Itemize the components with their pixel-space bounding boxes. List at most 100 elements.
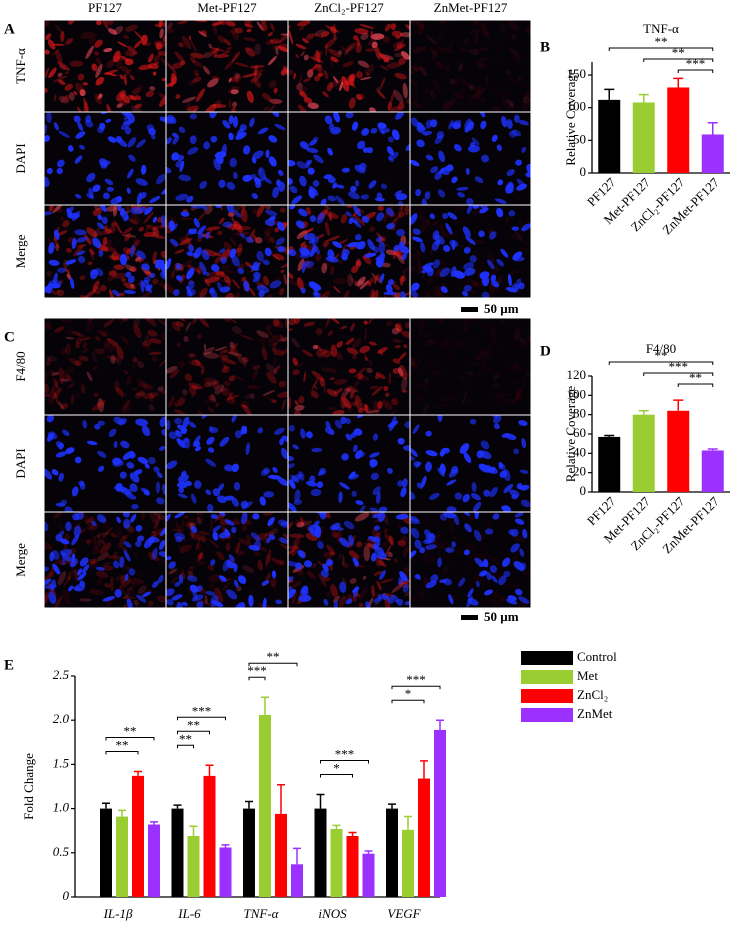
red-signal bbox=[182, 96, 197, 103]
nucleus bbox=[123, 518, 131, 529]
bar bbox=[132, 775, 144, 897]
red-signal bbox=[322, 551, 335, 558]
nucleus bbox=[369, 507, 379, 512]
red-signal bbox=[384, 533, 393, 544]
nucleus bbox=[496, 258, 505, 267]
bar bbox=[667, 410, 690, 492]
nucleus bbox=[380, 183, 388, 190]
red-signal bbox=[388, 372, 392, 385]
red-signal bbox=[157, 556, 166, 565]
red-signal bbox=[380, 65, 389, 71]
red-signal bbox=[231, 374, 245, 382]
red-signal bbox=[277, 391, 288, 398]
nucleus bbox=[201, 205, 208, 211]
red-signal bbox=[272, 341, 279, 347]
nucleus bbox=[201, 415, 208, 419]
micrograph-background bbox=[410, 318, 531, 415]
red-signal bbox=[63, 575, 70, 587]
nucleus bbox=[114, 485, 127, 492]
nucleus bbox=[462, 512, 470, 517]
red-signal bbox=[480, 98, 487, 104]
nucleus bbox=[112, 457, 122, 465]
red-signal bbox=[73, 245, 84, 257]
nucleus bbox=[425, 580, 437, 589]
nucleus bbox=[341, 453, 349, 461]
red-signal bbox=[81, 336, 92, 341]
nucleus bbox=[479, 272, 488, 280]
column-header: PF127 bbox=[88, 0, 122, 15]
nucleus bbox=[219, 436, 230, 447]
nucleus bbox=[77, 121, 84, 131]
red-signal bbox=[178, 42, 184, 48]
red-signal bbox=[133, 324, 142, 339]
error-bar bbox=[348, 831, 357, 837]
red-signal bbox=[433, 539, 440, 545]
nucleus bbox=[188, 421, 197, 428]
red-signal bbox=[337, 260, 344, 264]
red-signal bbox=[76, 243, 87, 248]
red-signal bbox=[163, 283, 166, 291]
red-signal bbox=[118, 535, 126, 549]
red-signal bbox=[260, 20, 267, 25]
red-signal bbox=[83, 102, 89, 112]
red-signal bbox=[474, 354, 480, 361]
nucleus bbox=[59, 538, 70, 545]
red-signal bbox=[265, 572, 271, 583]
red-signal bbox=[265, 326, 275, 338]
red-signal bbox=[121, 577, 131, 588]
nucleus bbox=[269, 280, 282, 289]
error-bar bbox=[316, 793, 325, 809]
red-signal bbox=[264, 230, 272, 244]
red-signal bbox=[181, 35, 192, 50]
nucleus bbox=[499, 470, 508, 478]
y-tick-label: 0.5 bbox=[53, 844, 70, 859]
nucleus bbox=[130, 244, 135, 258]
bar bbox=[275, 813, 287, 897]
red-signal bbox=[82, 347, 89, 354]
nucleus bbox=[219, 286, 231, 293]
red-signal bbox=[339, 81, 344, 92]
red-signal bbox=[216, 551, 225, 561]
nucleus bbox=[422, 130, 433, 136]
bar bbox=[701, 450, 724, 492]
nucleus bbox=[351, 490, 357, 497]
red-signal bbox=[356, 541, 363, 548]
nucleus bbox=[463, 246, 471, 254]
red-signal bbox=[53, 377, 60, 391]
significance-label: ** bbox=[187, 717, 200, 732]
nucleus bbox=[452, 270, 466, 279]
red-signal bbox=[234, 27, 244, 34]
red-signal bbox=[53, 512, 62, 519]
red-signal bbox=[123, 35, 130, 39]
red-signal bbox=[391, 214, 402, 225]
red-signal bbox=[374, 601, 380, 606]
red-signal bbox=[410, 60, 419, 71]
nucleus bbox=[119, 556, 125, 568]
red-signal bbox=[396, 253, 405, 264]
red-signal bbox=[366, 409, 380, 414]
nucleus bbox=[174, 581, 181, 587]
red-signal bbox=[470, 91, 481, 102]
red-signal bbox=[471, 222, 484, 232]
red-signal bbox=[110, 532, 118, 538]
bar bbox=[259, 714, 271, 897]
red-signal bbox=[312, 344, 319, 350]
red-signal bbox=[496, 104, 501, 109]
nucleus bbox=[340, 254, 348, 260]
nucleus bbox=[205, 489, 212, 495]
nucleus bbox=[180, 470, 187, 477]
nucleus bbox=[253, 540, 261, 550]
red-signal bbox=[340, 214, 348, 224]
red-signal bbox=[192, 20, 207, 23]
red-signal bbox=[397, 211, 405, 218]
nucleus bbox=[135, 524, 143, 532]
red-signal bbox=[166, 219, 170, 228]
nucleus bbox=[141, 263, 150, 271]
nucleus bbox=[231, 463, 240, 473]
red-signal bbox=[359, 24, 375, 29]
red-signal bbox=[340, 45, 350, 56]
nucleus bbox=[271, 570, 277, 579]
red-signal bbox=[399, 276, 406, 283]
red-signal bbox=[269, 578, 277, 587]
red-signal bbox=[170, 76, 176, 88]
